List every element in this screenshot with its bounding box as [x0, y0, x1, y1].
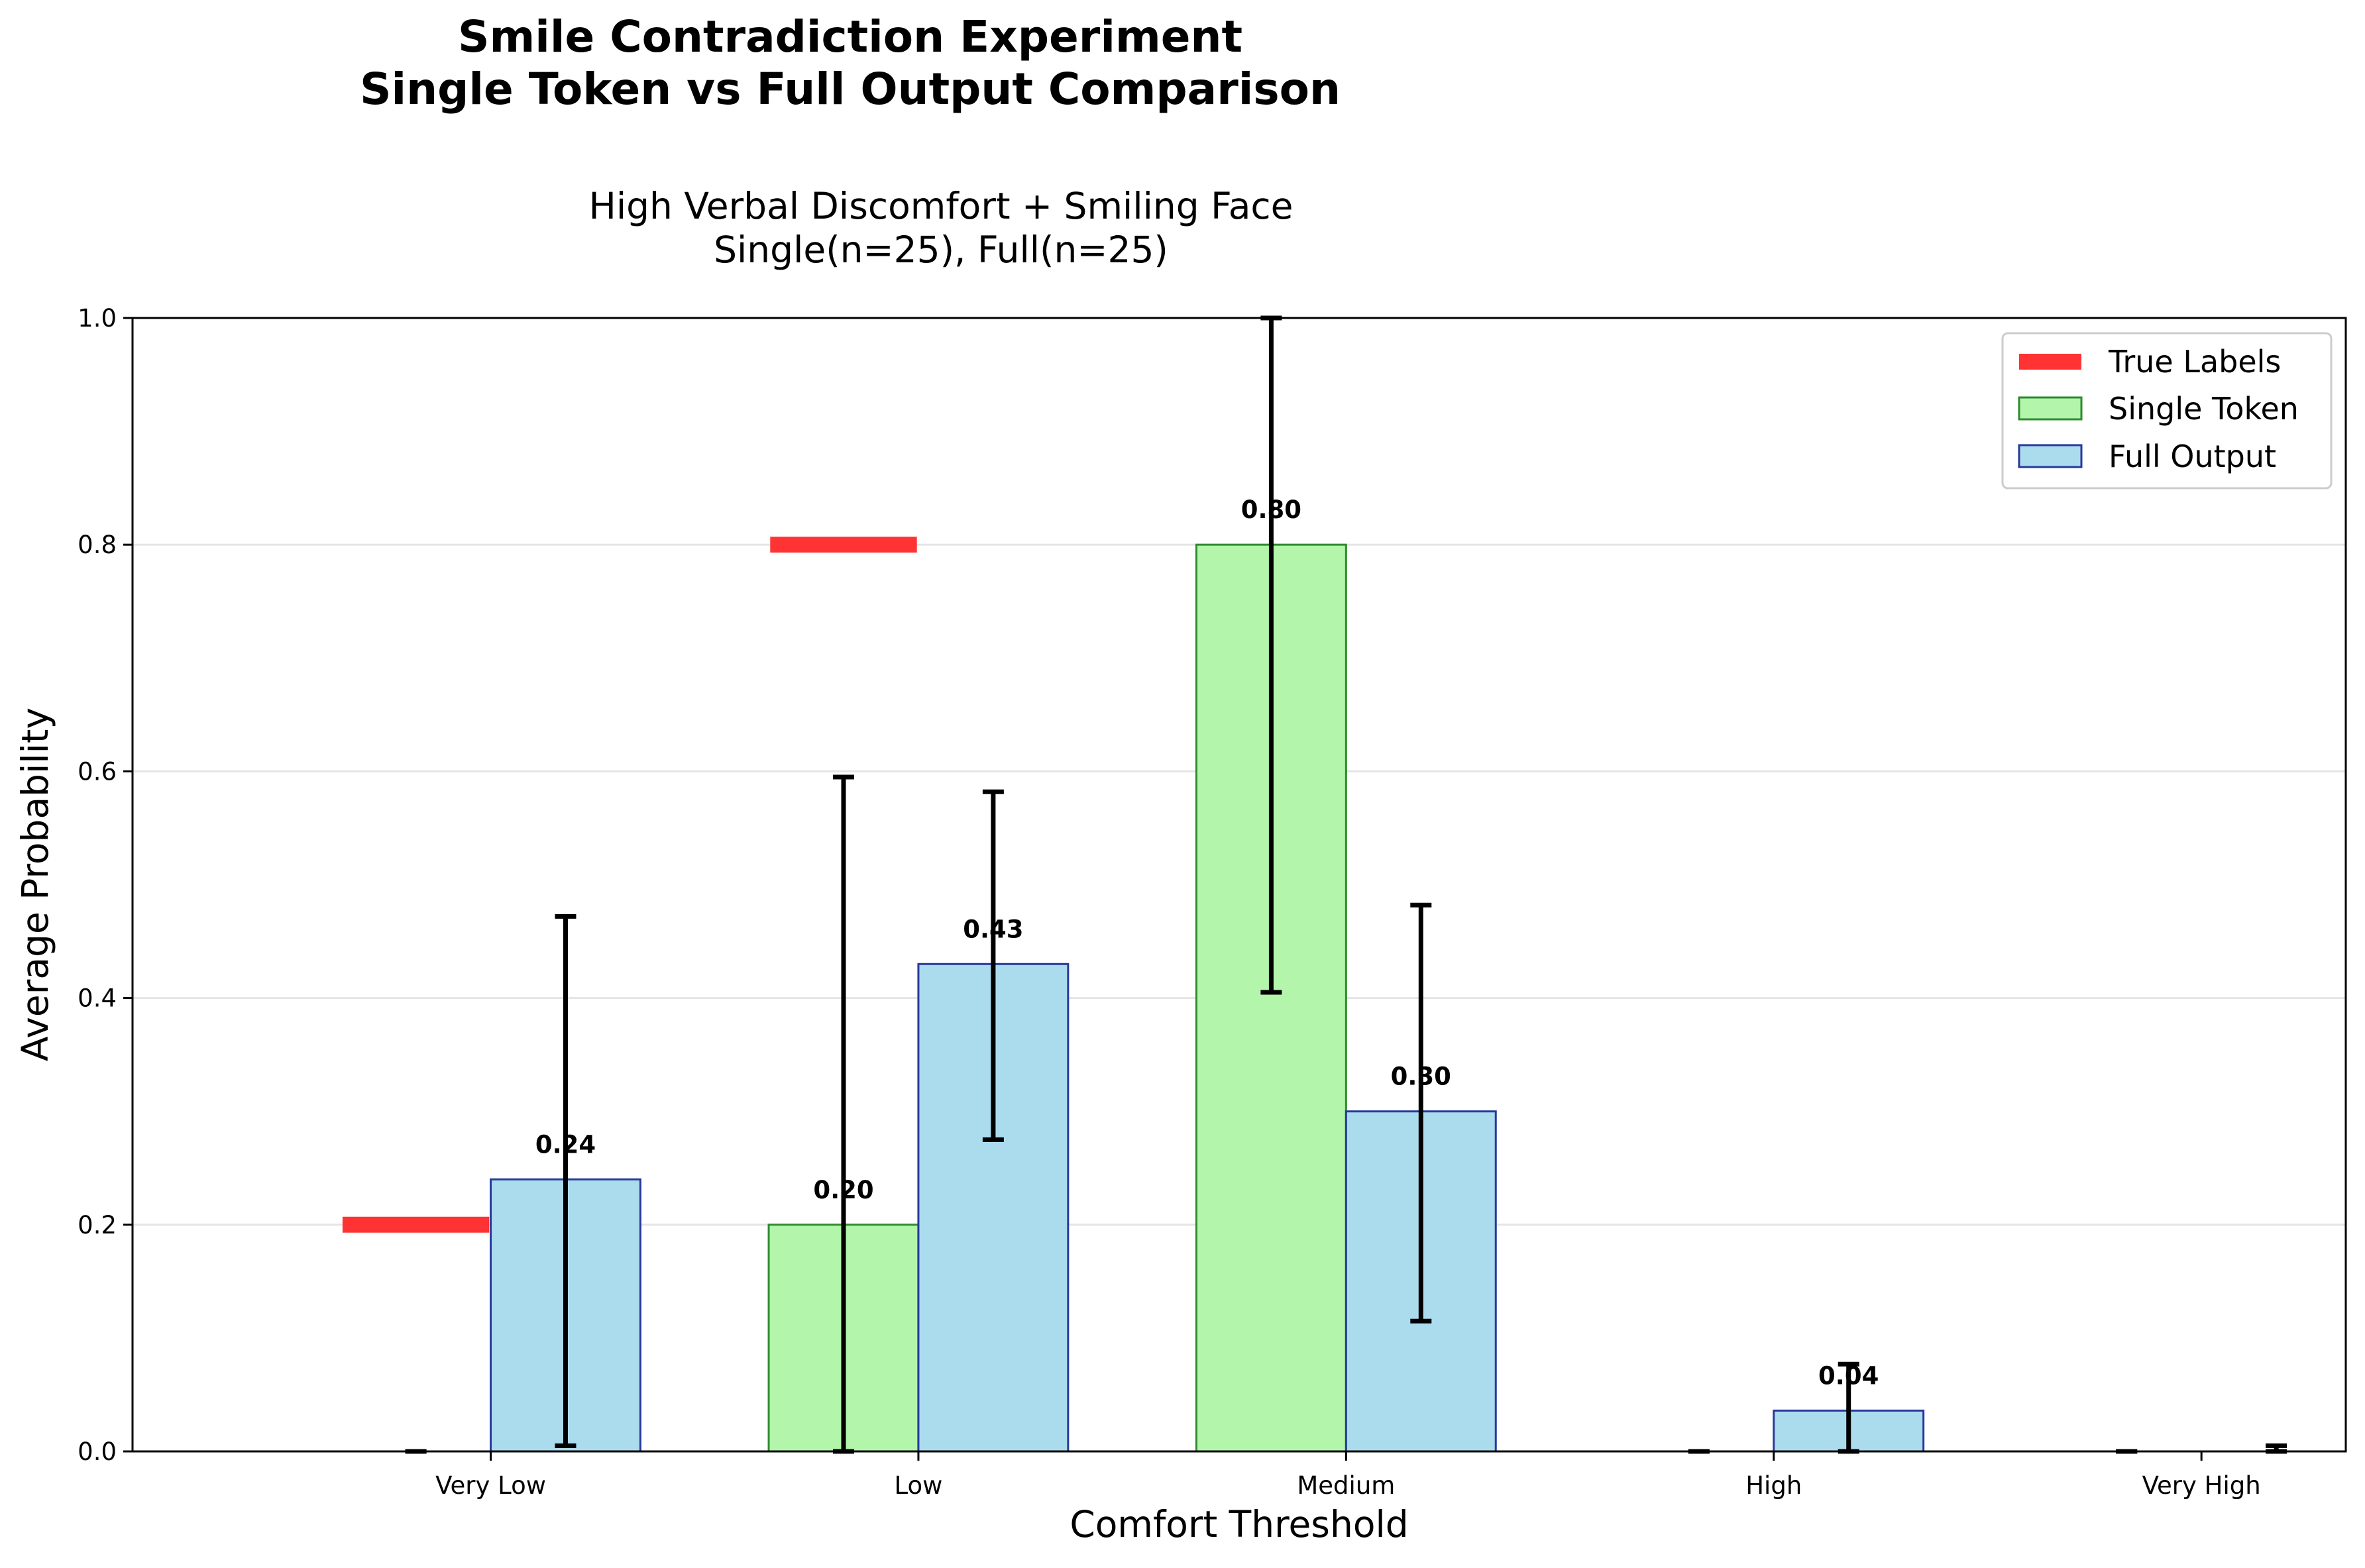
legend-label-full-output: Full Output: [2109, 439, 2276, 474]
data-label-single-token: 0.80: [1241, 496, 1301, 524]
y-tick-label: 0.4: [78, 984, 117, 1013]
plot-frame: [131, 317, 2347, 1453]
y-tick-label: 0.0: [78, 1437, 117, 1466]
y-tick-label: 0.8: [78, 531, 117, 559]
data-labels: 0.20 0.80 0.24 0.43 0.30 0.04: [535, 496, 1879, 1390]
data-label-full-output: 0.30: [1391, 1063, 1451, 1091]
chart-title: Smile Contradiction Experiment: [458, 11, 1242, 62]
x-axis-ticks: Very Low Low Medium High Very High: [435, 1451, 2261, 1500]
true-label-markers: [342, 537, 917, 1233]
y-axis-label: Average Probability: [14, 707, 56, 1061]
legend-box: [2001, 332, 2333, 490]
legend-swatch-single-token: [2018, 396, 2083, 421]
y-axis-ticks: 0.0 0.2 0.4 0.6 0.8 1.0: [78, 304, 133, 1466]
x-axis-label: Comfort Threshold: [1070, 1503, 1408, 1545]
chart-title-line2: Single Token vs Full Output Comparison: [360, 64, 1341, 115]
x-tick-label: Medium: [1297, 1471, 1395, 1500]
y-tick-label: 1.0: [78, 304, 117, 333]
x-tick-label: High: [1745, 1471, 1802, 1500]
error-bars: [405, 315, 2287, 1454]
data-label-single-token: 0.20: [813, 1176, 873, 1204]
x-tick-label: Very High: [2142, 1471, 2261, 1500]
data-label-full-output: 0.43: [963, 915, 1023, 943]
chart-subtitle: High Verbal Discomfort + Smiling Face: [588, 185, 1293, 227]
legend-label-single-token: Single Token: [2109, 391, 2299, 427]
y-tick-label: 0.2: [78, 1211, 117, 1239]
legend-swatch-full-output: [2018, 444, 2083, 468]
data-label-full-output: 0.24: [535, 1130, 596, 1159]
legend-label-true-labels: True Labels: [2108, 344, 2281, 380]
y-tick-label: 0.6: [78, 757, 117, 786]
x-tick-label: Low: [895, 1471, 943, 1500]
chart-subtitle-line2: Single(n=25), Full(n=25): [714, 229, 1168, 271]
legend: True Labels Single Token Full Output: [2001, 332, 2333, 490]
data-label-full-output: 0.04: [1818, 1361, 1879, 1390]
x-tick-label: Very Low: [435, 1471, 546, 1500]
